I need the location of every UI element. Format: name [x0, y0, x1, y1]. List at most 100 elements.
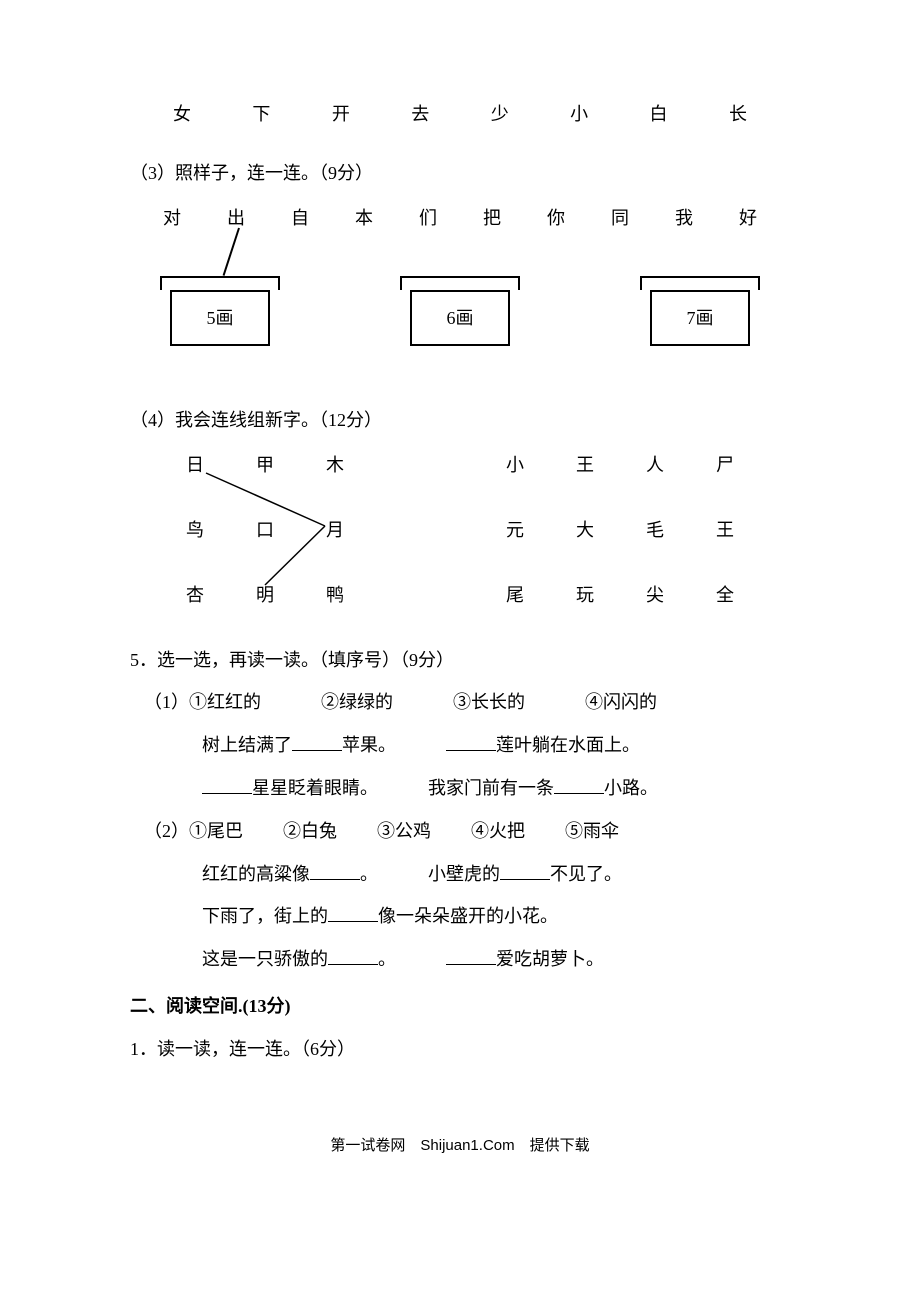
char: 口 [230, 516, 300, 545]
char: 你 [544, 204, 568, 233]
footer-right: 提供下载 [530, 1138, 590, 1154]
char: 下 [249, 100, 273, 129]
q3-chars: 对 出 自 本 们 把 你 同 我 好 [130, 204, 790, 233]
footer-left: 第一试卷网 [330, 1138, 405, 1154]
char: 对 [160, 204, 184, 233]
q5-head: 5．选一选，再读一读。（填序号）（9分） [130, 646, 790, 675]
text: 不见了。 [550, 864, 622, 884]
char: 鸭 [300, 581, 370, 610]
char: 全 [690, 581, 760, 610]
char: 王 [690, 516, 760, 545]
char: 们 [416, 204, 440, 233]
label: （1） [144, 692, 189, 712]
char: 大 [550, 516, 620, 545]
q5: 5．选一选，再读一读。（填序号）（9分） （1）①红红的 ②绿绿的 ③长长的 ④… [130, 646, 790, 974]
char: 出 [224, 204, 248, 233]
blank [292, 733, 342, 751]
option: ③公鸡 [377, 817, 431, 846]
blank [328, 904, 378, 922]
char: 杏 [160, 581, 230, 610]
text: 下雨了，街上的 [202, 906, 328, 926]
text: 爱吃胡萝卜。 [496, 949, 604, 969]
char: 同 [608, 204, 632, 233]
char: 月 [300, 516, 370, 545]
label: （2） [144, 821, 189, 841]
blank [202, 776, 252, 794]
page-footer: 第一试卷网 Shijuan1.Com 提供下载 [130, 1134, 790, 1158]
option: ②白兔 [283, 817, 337, 846]
char: 尸 [690, 451, 760, 480]
q3-head: （3）照样子，连一连。（9分） [130, 159, 790, 188]
house-roof-icon [400, 276, 520, 290]
option: ④火把 [471, 817, 525, 846]
char: 去 [408, 100, 432, 129]
house-box: 7画 [650, 290, 750, 346]
house-roof-icon [640, 276, 760, 290]
text: 像一朵朵盛开的小花。 [378, 906, 558, 926]
char: 甲 [230, 451, 300, 480]
q4-panel: 日 甲 木 小 王 人 尸 鸟 口 月 元 大 毛 王 杏 明 鸭 尾 玩 尖 [130, 451, 790, 609]
option: ①红红的 [189, 692, 261, 712]
option: ⑤雨伞 [565, 817, 619, 846]
char: 小 [480, 451, 550, 480]
blank [446, 733, 496, 751]
text: 莲叶躺在水面上。 [496, 735, 640, 755]
char: 开 [329, 100, 353, 129]
char: 把 [480, 204, 504, 233]
text: 星星眨着眼睛。 [252, 778, 378, 798]
char: 好 [736, 204, 760, 233]
q4-row: 鸟 口 月 元 大 毛 王 [160, 516, 760, 545]
q5-2-sent: 这是一只骄傲的。 爱吃胡萝卜。 [130, 945, 790, 974]
char: 我 [672, 204, 696, 233]
q5-1-sent: 树上结满了 苹果。 莲叶躺在水面上。 [130, 731, 790, 760]
house-label: 6画 [447, 304, 474, 333]
char: 尾 [480, 581, 550, 610]
char: 白 [647, 100, 671, 129]
char: 鸟 [160, 516, 230, 545]
text: 红红的高粱像 [202, 864, 310, 884]
house-label: 7画 [687, 304, 714, 333]
char: 元 [480, 516, 550, 545]
section2-head: 二、阅读空间.(13分) [130, 992, 790, 1021]
blank [446, 947, 496, 965]
text: 苹果。 [342, 735, 396, 755]
char: 明 [230, 581, 300, 610]
blank [554, 776, 604, 794]
char: 女 [170, 100, 194, 129]
char: 日 [160, 451, 230, 480]
char: 本 [352, 204, 376, 233]
house-label: 5画 [207, 304, 234, 333]
text: 我家门前有一条 [428, 778, 554, 798]
char: 长 [726, 100, 750, 129]
char-row-top: 女 下 开 去 少 小 白 长 [130, 100, 790, 129]
blank [328, 947, 378, 965]
char: 木 [300, 451, 370, 480]
char: 王 [550, 451, 620, 480]
blank [500, 862, 550, 880]
option: ③长长的 [453, 688, 525, 717]
q5-1-sent: 星星眨着眼睛。 我家门前有一条小路。 [130, 774, 790, 803]
option: ②绿绿的 [321, 688, 393, 717]
q5-1-options: （1）①红红的 ②绿绿的 ③长长的 ④闪闪的 [130, 688, 790, 717]
q5-2-sent: 下雨了，街上的 像一朵朵盛开的小花。 [130, 902, 790, 931]
option: ①尾巴 [189, 821, 243, 841]
blank [310, 862, 360, 880]
char: 毛 [620, 516, 690, 545]
text: 树上结满了 [202, 735, 292, 755]
q4-row: 杏 明 鸭 尾 玩 尖 全 [160, 581, 760, 610]
house-box: 6画 [410, 290, 510, 346]
char: 人 [620, 451, 690, 480]
char: 少 [488, 100, 512, 129]
char: 小 [567, 100, 591, 129]
q4-row: 日 甲 木 小 王 人 尸 [160, 451, 760, 480]
house-roof-icon [160, 276, 280, 290]
q5-2-sent: 红红的高粱像。 小壁虎的不见了。 [130, 860, 790, 889]
section2-q1: 1．读一读，连一连。（6分） [130, 1035, 790, 1064]
house-wrap: 7画 [640, 236, 760, 376]
option: ④闪闪的 [585, 688, 657, 717]
house-box: 5画 [170, 290, 270, 346]
house-wrap: 6画 [400, 236, 520, 376]
footer-site: Shijuan1.Com [420, 1137, 514, 1154]
char: 尖 [620, 581, 690, 610]
char: 自 [288, 204, 312, 233]
